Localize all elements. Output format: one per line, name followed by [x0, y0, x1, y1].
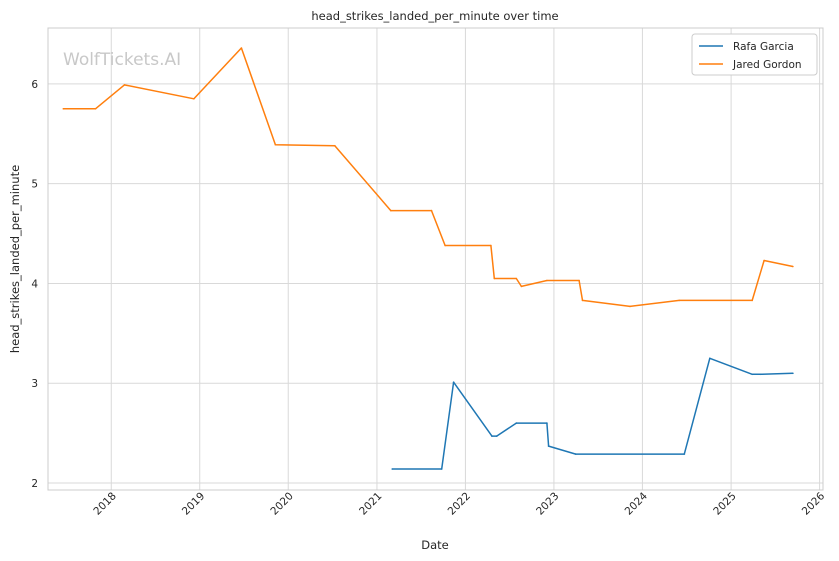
x-tick-label: 2025 [711, 490, 738, 517]
data-point-jared-gordon [430, 209, 433, 212]
x-tick-label: 2018 [91, 490, 118, 517]
series-layer [62, 47, 794, 470]
data-point-jared-gordon [520, 285, 523, 288]
y-tick-label: 6 [31, 79, 38, 91]
x-tick-label: 2026 [800, 490, 828, 518]
data-point-jared-gordon [274, 143, 277, 146]
y-tick-label: 2 [31, 478, 38, 490]
legend-box [691, 33, 818, 76]
data-point-rafa-garcia [547, 445, 550, 447]
y-tick-label: 5 [31, 179, 38, 191]
x-tick-label: 2020 [268, 490, 295, 517]
data-point-rafa-garcia [759, 373, 762, 376]
y-tick-label: 3 [31, 378, 38, 390]
data-point-jared-gordon [678, 299, 680, 302]
data-point-rafa-garcia [546, 422, 548, 424]
legend-label-rafa-garcia: Rafa Garcia [733, 41, 794, 53]
series-line-rafa-garcia [392, 357, 793, 470]
data-point-jared-gordon [490, 244, 492, 247]
series-line-jared-gordon [63, 47, 794, 308]
data-point-jared-gordon [390, 209, 392, 212]
x-tick-label: 2022 [446, 490, 473, 517]
data-point-rafa-garcia [491, 435, 493, 437]
data-point-rafa-garcia [452, 381, 455, 384]
data-point-rafa-garcia [515, 422, 518, 424]
data-point-jared-gordon [123, 84, 126, 86]
x-tick-label: 2019 [180, 490, 207, 517]
data-point-rafa-garcia [709, 357, 711, 360]
chart-title: head_strikes_landed_per_minute over time [311, 9, 558, 23]
data-point-rafa-garcia [574, 453, 577, 455]
data-point-jared-gordon [629, 305, 631, 308]
data-point-rafa-garcia [495, 435, 498, 437]
data-point-jared-gordon [578, 279, 580, 282]
data-point-jared-gordon [193, 98, 195, 100]
data-point-jared-gordon [444, 244, 446, 247]
data-point-jared-gordon [240, 47, 243, 49]
data-point-rafa-garcia [440, 468, 443, 470]
data-point-jared-gordon [751, 299, 753, 302]
data-point-jared-gordon [94, 108, 97, 110]
data-point-rafa-garcia [391, 468, 394, 470]
y-tick-label: 4 [31, 278, 38, 290]
x-tick-label: 2024 [623, 490, 651, 518]
data-point-rafa-garcia [751, 373, 753, 376]
watermark-text: WolfTickets.AI [63, 50, 181, 70]
data-point-rafa-garcia [792, 372, 794, 375]
plot-frame [47, 27, 824, 491]
data-point-rafa-garcia [683, 453, 686, 455]
data-point-jared-gordon [792, 265, 794, 268]
x-tick-label: 2023 [534, 490, 561, 517]
data-point-jared-gordon [515, 277, 518, 280]
x-tick-label: 2021 [357, 490, 384, 517]
data-point-jared-gordon [493, 277, 496, 280]
data-point-jared-gordon [334, 144, 336, 147]
data-point-jared-gordon [546, 279, 548, 282]
data-point-jared-gordon [62, 108, 65, 110]
data-point-jared-gordon [581, 299, 584, 302]
legend: Rafa Garcia Jared Gordon [691, 33, 818, 76]
grid [48, 28, 823, 490]
tick-labels: 2018 2019 2020 2021 2022 2023 2024 2025 2026 2 3 4 5… [31, 79, 827, 518]
legend-label-jared-gordon: Jared Gordon [732, 59, 802, 71]
x-axis-label: Date [421, 538, 449, 552]
y-axis-label: head_strikes_landed_per_minute [8, 165, 22, 353]
data-point-jared-gordon [763, 259, 765, 262]
